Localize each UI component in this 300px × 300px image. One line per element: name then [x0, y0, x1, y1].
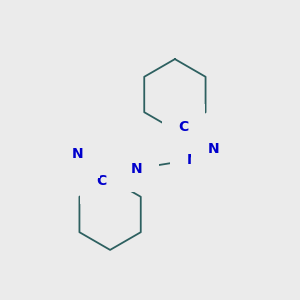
Text: N: N	[71, 147, 83, 161]
Text: N: N	[131, 162, 142, 176]
Text: C: C	[97, 174, 107, 188]
Text: C: C	[178, 121, 188, 134]
Text: N: N	[187, 153, 199, 166]
Text: N: N	[208, 142, 219, 156]
